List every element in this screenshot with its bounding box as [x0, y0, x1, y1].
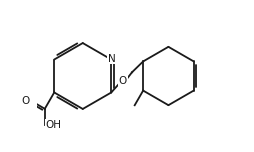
- Text: OH: OH: [46, 120, 62, 130]
- Text: O: O: [119, 76, 127, 86]
- Text: N: N: [108, 54, 116, 64]
- Text: O: O: [22, 96, 30, 106]
